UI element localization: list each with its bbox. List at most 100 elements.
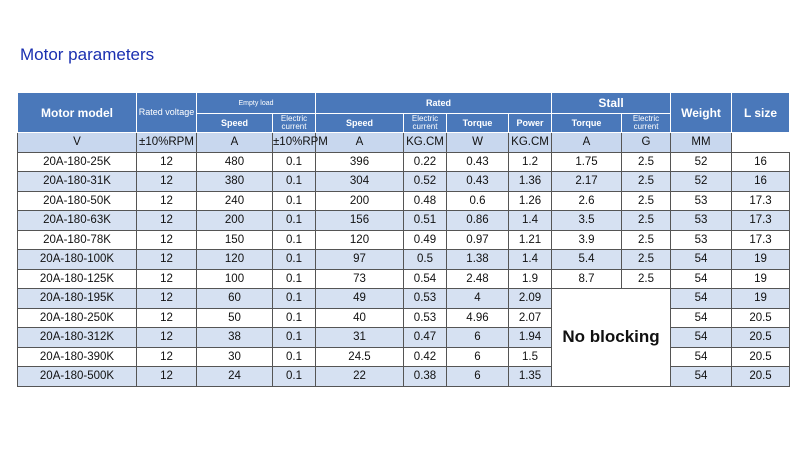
- cell: 0.52: [403, 171, 447, 192]
- cell: 73: [315, 268, 404, 289]
- data-row: 20A-180-63K 12 200 0.1 156 0.51 0.86 1.4 3.5 2.5 5…: [17, 210, 791, 231]
- cell: 0.22: [403, 151, 447, 172]
- header-row: Motor model Rated voltage Empty load Rated S…: [17, 92, 791, 133]
- data-row: 20A-180-100K 12 120 0.1 97 0.5 1.38 1.4 5.4 2.5 54…: [17, 249, 791, 270]
- cell: 19: [731, 249, 791, 270]
- cell: 0.1: [272, 190, 316, 211]
- cell: 0.97: [446, 229, 509, 250]
- header: Rated: [314, 92, 553, 114]
- cell: 0.53: [403, 288, 447, 309]
- cell: 52: [670, 171, 733, 192]
- cell: 0.1: [272, 288, 316, 309]
- cell: 2.5: [621, 229, 672, 250]
- cell: 2.5: [621, 190, 672, 211]
- cell: 38: [196, 327, 273, 348]
- cell: 20A-180-312K: [17, 327, 137, 348]
- data-row: 20A-180-312K 12 38 0.1 31 0.47 6 1.94 54 20.5: [17, 327, 791, 348]
- cell: 156: [315, 210, 404, 231]
- cell: 1.75: [551, 151, 623, 172]
- cell: 1.38: [446, 249, 509, 270]
- data-row: 20A-180-25K 12 480 0.1 396 0.22 0.43 1.2 1.75 2.5…: [17, 151, 791, 172]
- cell: 0.1: [272, 249, 316, 270]
- cell: 20A-180-63K: [17, 210, 137, 231]
- cell: 20A-180-50K: [17, 190, 137, 211]
- cell: 12: [136, 307, 197, 328]
- cell: 20A-180-125K: [17, 268, 137, 289]
- cell: 1.5: [507, 346, 553, 367]
- header: Stall: [551, 92, 672, 114]
- header-row: Speed Electric current Speed Electric curre…: [18, 113, 790, 133]
- unit: A: [196, 132, 273, 153]
- unit: KG.CM: [403, 132, 447, 153]
- subheader: Torque: [551, 113, 623, 133]
- cell: 24: [196, 366, 273, 387]
- cell: 20A-180-31K: [17, 171, 137, 192]
- cell: 54: [670, 268, 733, 289]
- data-row: 20A-180-390K 12 30 0.1 24.5 0.42 6 1.5 54 20.5: [17, 346, 791, 367]
- cell: 2.5: [621, 249, 672, 270]
- cell: 12: [136, 327, 197, 348]
- cell: 380: [196, 171, 273, 192]
- cell: 0.47: [403, 327, 447, 348]
- cell: 4.96: [446, 307, 509, 328]
- cell: 1.9: [507, 268, 553, 289]
- cell: 1.4: [507, 210, 553, 231]
- unit: ±10%RPM: [136, 132, 197, 153]
- cell: 40: [315, 307, 404, 328]
- cell: 22: [315, 366, 404, 387]
- cell: 2.07: [507, 307, 553, 328]
- data-row: 20A-180-78K 12 150 0.1 120 0.49 0.97 1.21 3.9 2.5…: [17, 229, 791, 250]
- cell: 240: [196, 190, 273, 211]
- subheader: Torque: [446, 113, 509, 133]
- header: Motor model: [17, 92, 137, 133]
- data-row: 20A-180-125K 12 100 0.1 73 0.54 2.48 1.9 8.7 2.5 5…: [17, 268, 791, 289]
- cell: 54: [670, 346, 733, 367]
- cell: 304: [315, 171, 404, 192]
- cell: 30: [196, 346, 273, 367]
- subheader: Electric current: [403, 113, 447, 133]
- cell: 1.36: [507, 171, 553, 192]
- unit: V: [17, 132, 137, 153]
- header: Empty load: [196, 92, 316, 114]
- data-row: 20A-180-500K 12 24 0.1 22 0.38 6 1.35 54 20.5: [17, 366, 791, 387]
- cell: 60: [196, 288, 273, 309]
- cell: 6: [446, 366, 509, 387]
- cell: 20A-180-390K: [17, 346, 137, 367]
- cell: 54: [670, 288, 733, 309]
- parameter-table: Motor model Rated voltage Empty load Rated S…: [17, 92, 791, 387]
- cell: 16: [731, 171, 791, 192]
- cell: 200: [196, 210, 273, 231]
- cell: 20A-180-250K: [17, 307, 137, 328]
- cell: 12: [136, 210, 197, 231]
- cell: 0.54: [403, 268, 447, 289]
- cell: 20A-180-100K: [17, 249, 137, 270]
- subheader: Electric current: [621, 113, 672, 133]
- cell: 0.1: [272, 307, 316, 328]
- unit: A: [315, 132, 404, 153]
- cell: 20.5: [731, 366, 791, 387]
- cell: 6: [446, 327, 509, 348]
- cell: 2.48: [446, 268, 509, 289]
- cell: 2.09: [507, 288, 553, 309]
- cell: 0.1: [272, 229, 316, 250]
- cell: 1.2: [507, 151, 553, 172]
- cell: 20A-180-195K: [17, 288, 137, 309]
- cell: 100: [196, 268, 273, 289]
- cell: 0.49: [403, 229, 447, 250]
- cell: 1.4: [507, 249, 553, 270]
- cell: 2.5: [621, 171, 672, 192]
- cell: 0.5: [403, 249, 447, 270]
- header: L size: [731, 92, 791, 133]
- cell: 52: [670, 151, 733, 172]
- header: Rated voltage: [136, 92, 197, 133]
- cell: 12: [136, 171, 197, 192]
- cell: 17.3: [731, 190, 791, 211]
- subheader: Speed: [315, 113, 404, 133]
- cell: 53: [670, 210, 733, 231]
- data-row: 20A-180-31K 12 380 0.1 304 0.52 0.43 1.36 2.17 2.…: [17, 171, 791, 192]
- cell: 1.94: [507, 327, 553, 348]
- cell: 1.35: [507, 366, 553, 387]
- cell: 396: [315, 151, 404, 172]
- cell: 20A-180-78K: [17, 229, 137, 250]
- cell: 8.7: [551, 268, 623, 289]
